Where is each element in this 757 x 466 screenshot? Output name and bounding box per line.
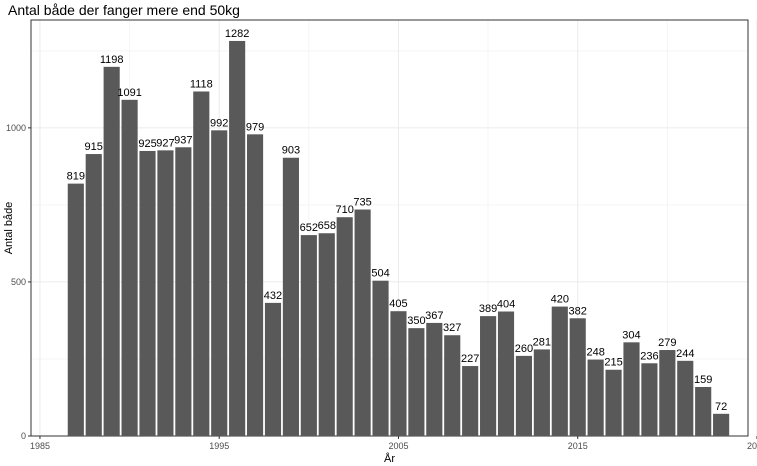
bar xyxy=(300,235,317,436)
bar xyxy=(264,302,282,436)
bar xyxy=(713,413,730,436)
y-axis: 0 500 1000 xyxy=(6,123,31,441)
bar xyxy=(229,40,246,437)
bar-value-label: 350 xyxy=(407,315,425,327)
bar-value-label: 389 xyxy=(479,303,497,315)
bar-value-label: 304 xyxy=(622,329,640,341)
x-tick-label: 2005 xyxy=(388,441,408,451)
y-axis-title: Antal både xyxy=(3,202,15,255)
bar-value-label: 159 xyxy=(694,374,712,386)
bar-value-label: 992 xyxy=(210,117,228,129)
x-axis-title: År xyxy=(384,452,395,465)
bar-value-label: 927 xyxy=(156,137,174,149)
bar xyxy=(462,366,479,436)
bar xyxy=(587,359,604,436)
x-tick-label: 1995 xyxy=(209,441,229,451)
bar xyxy=(103,66,120,437)
bar xyxy=(641,363,658,436)
bar xyxy=(569,318,586,436)
bar xyxy=(121,99,138,437)
bar xyxy=(426,322,443,436)
bar-value-label: 382 xyxy=(569,305,587,317)
x-tick-label: 2025 xyxy=(747,441,757,451)
y-tick-label: 500 xyxy=(11,277,26,287)
bar-value-label: 281 xyxy=(533,336,551,348)
bar-value-label: 1282 xyxy=(225,28,249,40)
bar xyxy=(695,387,712,436)
bar xyxy=(533,349,550,436)
bar-value-label: 248 xyxy=(586,347,604,359)
bar xyxy=(354,209,371,436)
bar xyxy=(515,355,533,436)
bar xyxy=(67,183,84,436)
bar xyxy=(336,217,353,436)
bar-value-label: 244 xyxy=(676,348,694,360)
y-tick-label: 1000 xyxy=(6,123,26,133)
bar-value-label: 260 xyxy=(515,343,533,355)
bar xyxy=(677,360,694,436)
bar xyxy=(193,91,210,437)
bar xyxy=(157,150,174,436)
bar xyxy=(372,280,389,436)
bar-value-label: 404 xyxy=(497,299,515,311)
bar-value-label: 925 xyxy=(138,138,156,150)
bar-value-label: 504 xyxy=(371,268,389,280)
bar xyxy=(211,130,228,437)
bar-value-label: 819 xyxy=(67,171,85,183)
bar xyxy=(605,369,622,436)
bar-value-label: 652 xyxy=(300,222,318,234)
x-tick-label: 1985 xyxy=(30,441,50,451)
bar-value-label: 327 xyxy=(443,322,461,334)
bar xyxy=(139,150,156,437)
bar xyxy=(551,306,568,436)
bar-value-label: 432 xyxy=(264,290,282,302)
bar xyxy=(246,134,264,436)
bars xyxy=(67,40,730,437)
bar-value-label: 367 xyxy=(425,310,443,322)
bar-value-label: 710 xyxy=(336,204,354,216)
bar xyxy=(623,342,640,436)
bar xyxy=(318,233,335,436)
bar xyxy=(390,311,407,436)
bar-value-label: 420 xyxy=(551,294,569,306)
chart-title: Antal både der fanger mere end 50kg xyxy=(8,2,240,18)
bar-labels: 819 915 1198 1091 925 927 937 1118 992 1282 979 432… xyxy=(67,28,728,413)
bar-value-label: 279 xyxy=(658,337,676,349)
bar xyxy=(497,311,515,436)
bar-value-label: 915 xyxy=(85,141,103,153)
bar xyxy=(659,350,676,436)
bar xyxy=(85,154,102,437)
bar-value-label: 658 xyxy=(318,220,336,232)
bar xyxy=(480,316,497,436)
bar xyxy=(175,147,192,436)
bar-value-label: 1118 xyxy=(190,78,213,90)
bar-value-label: 227 xyxy=(461,353,479,365)
bar xyxy=(282,157,299,436)
bar xyxy=(444,335,461,436)
bar-value-label: 72 xyxy=(715,401,727,413)
panel-border xyxy=(30,19,749,437)
bar-value-label: 735 xyxy=(353,197,371,209)
bar-value-label: 405 xyxy=(389,298,407,310)
bar-value-label: 1091 xyxy=(117,87,141,99)
bar-value-label: 215 xyxy=(604,357,622,369)
x-tick-label: 2015 xyxy=(568,441,588,451)
bar-value-label: 937 xyxy=(174,134,192,146)
y-tick-label: 0 xyxy=(21,431,26,441)
x-axis: 1985 1995 2005 2015 2025 xyxy=(30,436,757,451)
bar-value-label: 1198 xyxy=(100,54,124,66)
bar-value-label: 236 xyxy=(640,350,658,362)
bar-value-label: 903 xyxy=(282,145,300,157)
bar-value-label: 979 xyxy=(246,121,264,133)
bar xyxy=(408,328,425,436)
